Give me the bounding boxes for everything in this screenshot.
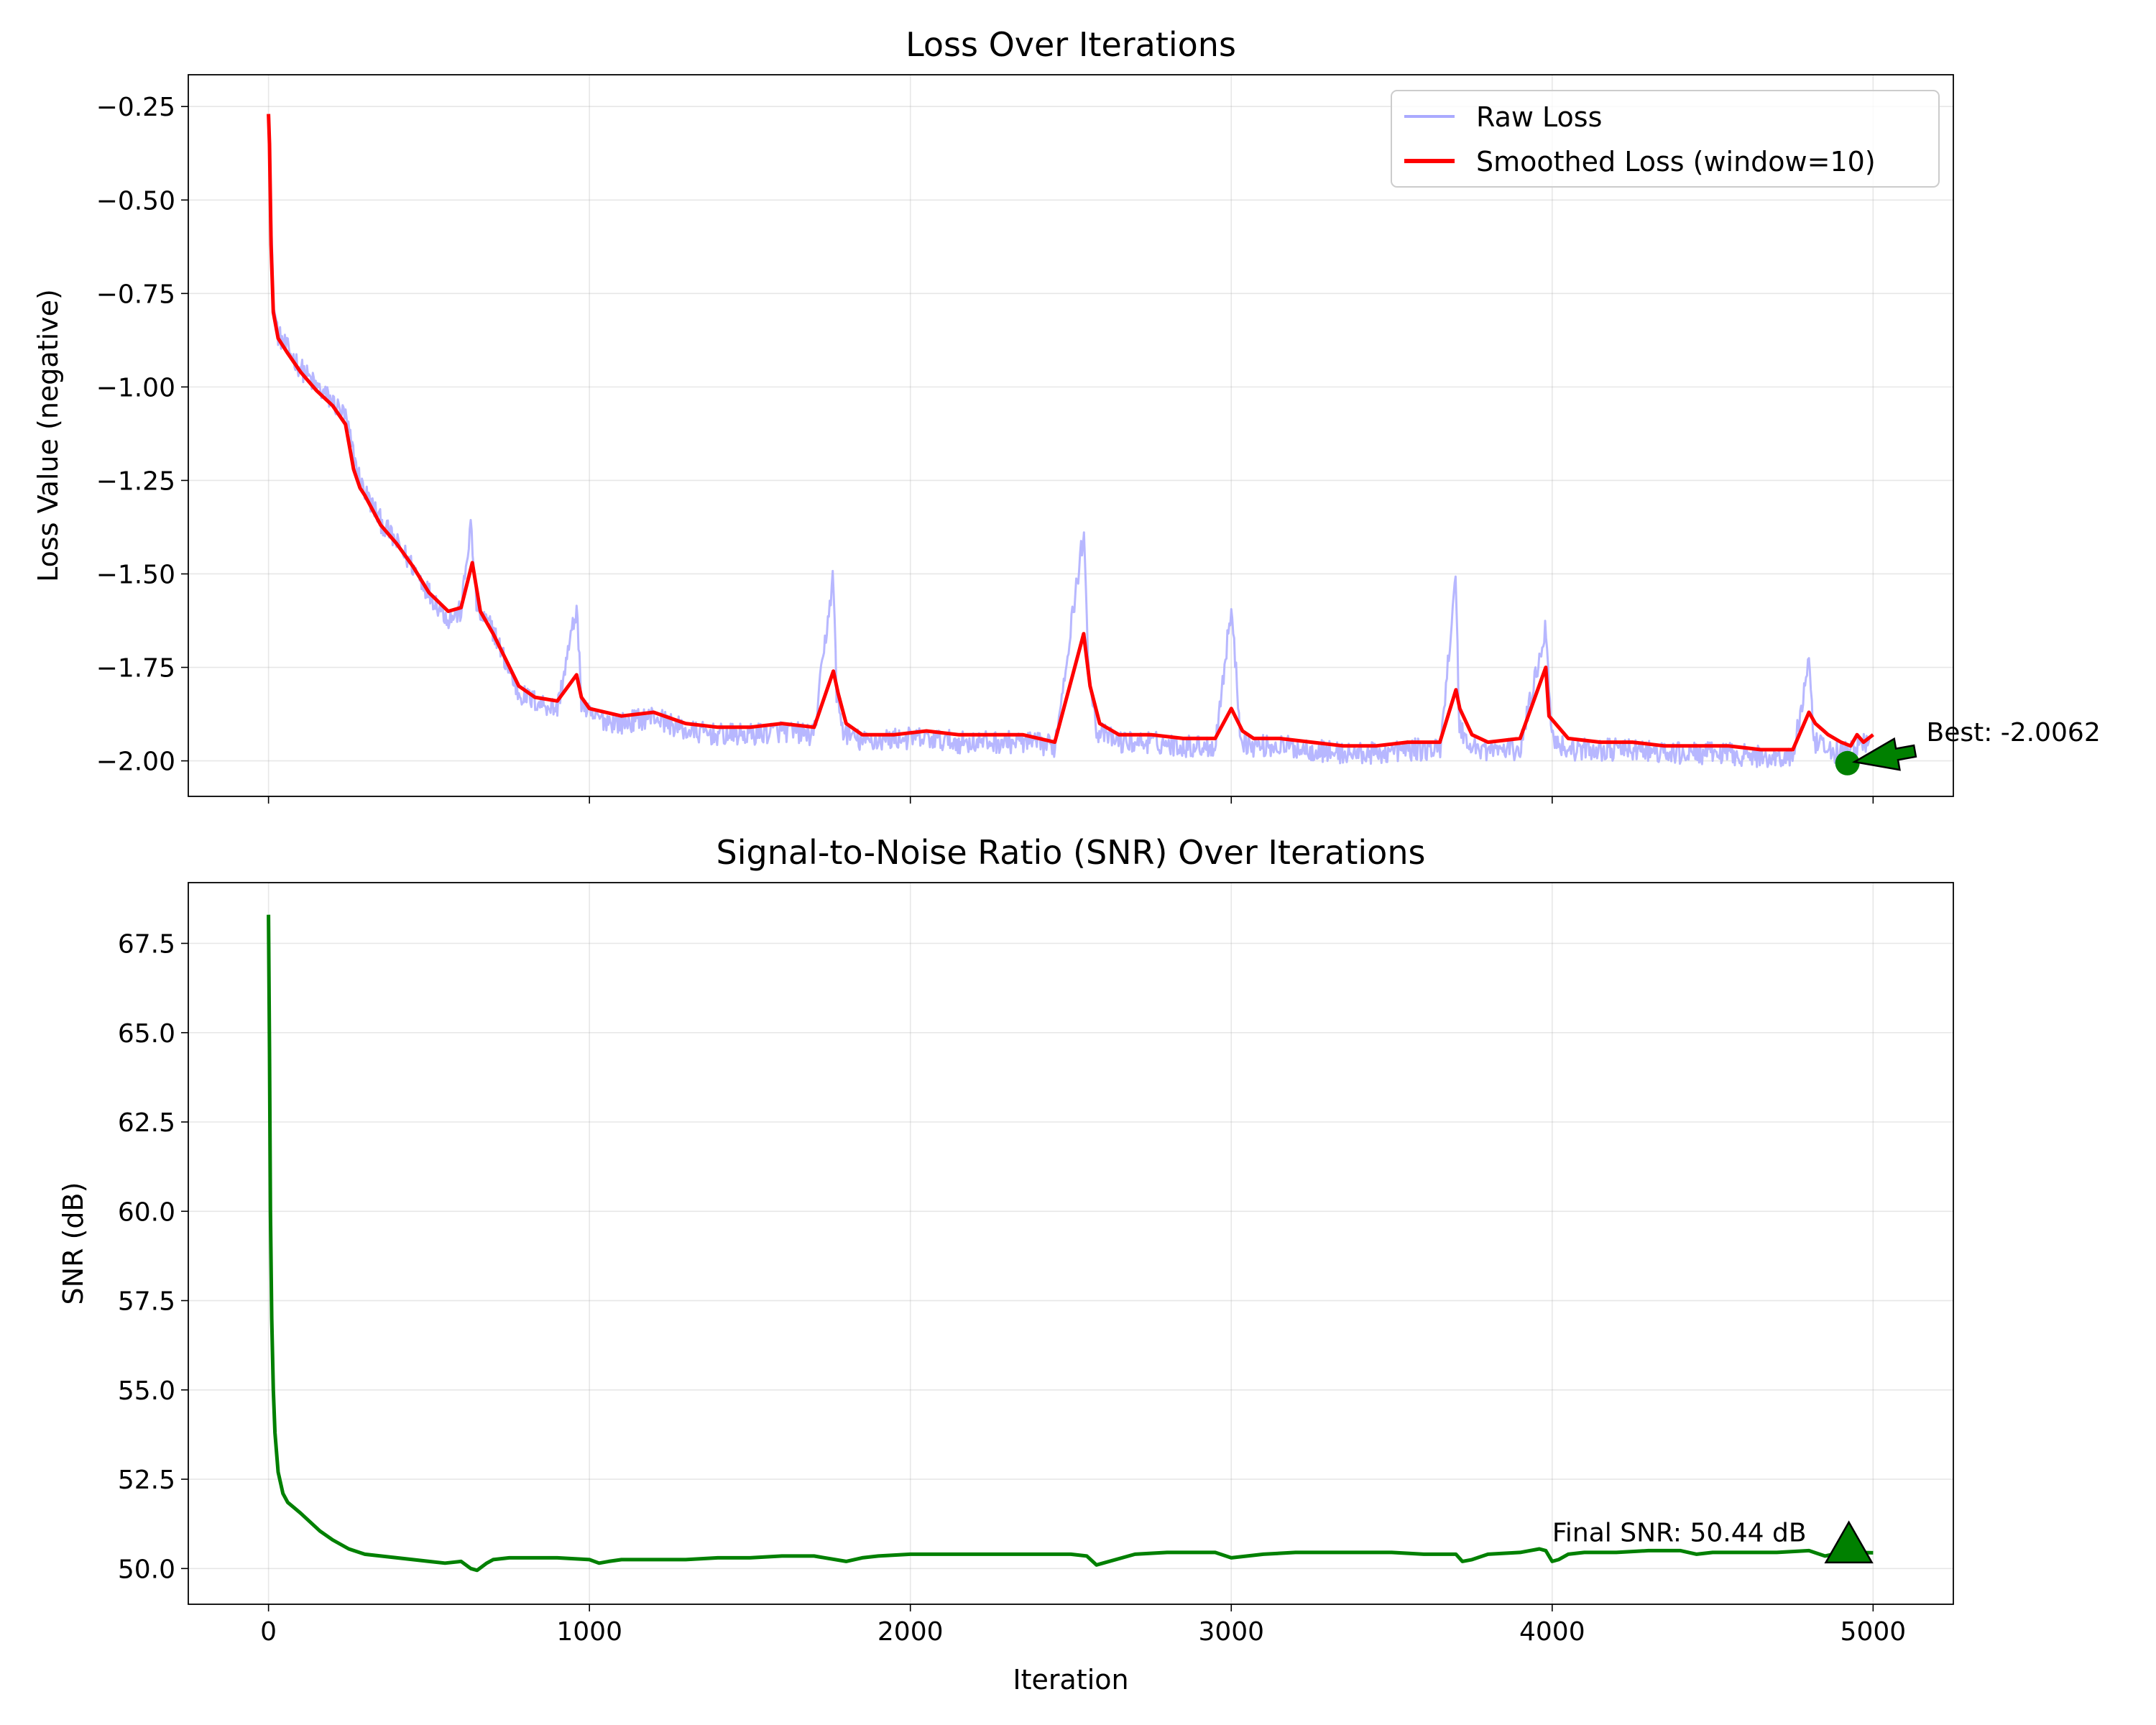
x-tick-label: 2000: [877, 1617, 944, 1647]
plot-area: [267, 114, 1874, 768]
best-annotation-arrow: [1851, 737, 1917, 771]
x-tick-label: 4000: [1519, 1617, 1585, 1647]
y-tick-label: −1.50: [96, 560, 175, 589]
y-axis-label: SNR (dB): [57, 1182, 89, 1305]
legend-box: [1391, 90, 1940, 188]
best-annotation-label: Best: -2.0062: [1927, 718, 2101, 748]
x-tick-label: 1000: [556, 1617, 622, 1647]
series-line-smoothed-loss-window-10: [267, 114, 1874, 752]
snr-chart: 0 1000 2000 3000 4000 5000 50.0 52.5 55.0 57.5 60.…: [57, 833, 1954, 1696]
grid: [188, 883, 1953, 1604]
axes-frame: [188, 74, 1954, 797]
plot-area: [267, 914, 1874, 1573]
y-tick-label: 57.5: [118, 1287, 175, 1317]
y-tick-label: −1.75: [96, 654, 175, 684]
y-tick-label: 52.5: [118, 1466, 175, 1495]
y-tick-label: −0.50: [96, 186, 175, 216]
y-tick-label: 55.0: [118, 1376, 175, 1406]
legend: Raw Loss Smoothed Loss (window=10): [1391, 90, 1940, 188]
y-tick-label: 50.0: [118, 1555, 175, 1584]
legend-label: Smoothed Loss (window=10): [1476, 146, 1876, 178]
y-tick-label: −2.00: [96, 748, 175, 777]
y-tick-label: 60.0: [118, 1197, 175, 1227]
y-tick-label: 62.5: [118, 1108, 175, 1138]
x-tick-label: 3000: [1198, 1617, 1264, 1647]
axes-frame: [188, 882, 1954, 1605]
y-axis-label: Loss Value (negative): [32, 289, 64, 582]
x-axis-label: Iteration: [1013, 1664, 1128, 1696]
y-tick-label: −0.25: [96, 93, 175, 122]
legend-label: Raw Loss: [1476, 101, 1602, 133]
y-tick-label: 65.0: [118, 1019, 175, 1049]
snr-line: [267, 914, 1874, 1573]
y-tick-label: −1.25: [96, 466, 175, 496]
y-tick-label: −1.00: [96, 373, 175, 402]
best-point-marker: [1835, 750, 1860, 776]
chart-title: Loss Over Iterations: [906, 25, 1236, 64]
loss-chart: −0.25 −0.50 −0.75 −1.00 −1.25 −1.50 −1.75 −2.00…: [32, 25, 2101, 804]
y-tick-label: −0.75: [96, 280, 175, 309]
x-tick-label: 5000: [1841, 1617, 1907, 1647]
chart-title: Signal-to-Noise Ratio (SNR) Over Iterati…: [717, 833, 1426, 872]
x-tick-label: 0: [260, 1617, 277, 1647]
final-snr-label: Final SNR: 50.44 dB: [1552, 1519, 1807, 1548]
series-line-raw-loss: [267, 117, 1871, 768]
final-snr-arrow-head: [1824, 1520, 1874, 1564]
y-tick-label: 67.5: [118, 929, 175, 959]
